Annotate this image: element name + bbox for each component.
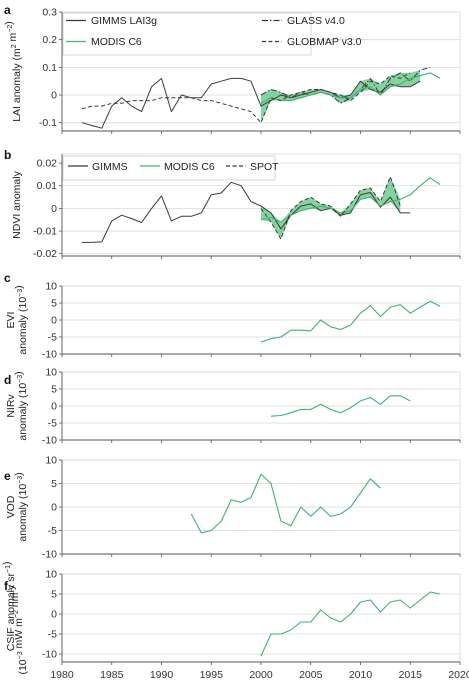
panel-letter-a: a — [4, 3, 11, 17]
y-tick-label: 0 — [51, 315, 57, 327]
panel-d: d -10 -5 0 5 10 NIRv anomaly (10−3) — [4, 367, 461, 447]
x-tick-label: 1985 — [100, 669, 124, 681]
series-line-globmap-v3-0 — [81, 72, 411, 124]
panel-b: b -0.02 -0.01 0 0.01 0.02 NDVI anomaly GIMMS MOD… — [4, 148, 461, 260]
legend-label: GIMMS LAI3g — [91, 15, 157, 27]
uncertainty-band — [261, 70, 421, 123]
y-axis-label: NIRv — [5, 394, 17, 418]
y-axis-label-line2: anomaly (10−3) — [13, 472, 29, 541]
legend-label: MODIS C6 — [164, 161, 215, 173]
y-axis-label: VOD — [5, 495, 17, 518]
series-line-panel-e — [190, 473, 381, 534]
y-tick-label: 0 — [51, 90, 57, 102]
series-line-panel-c — [260, 300, 441, 343]
panel-letter-c: c — [4, 271, 11, 285]
y-tick-label: -10 — [42, 435, 57, 447]
y-tick-label: 0 — [51, 203, 57, 215]
y-tick-label: 5 — [51, 478, 57, 490]
y-tick-label: 0.02 — [37, 158, 58, 170]
y-tick-label: 0.3 — [42, 7, 57, 19]
panel-letter-e: e — [4, 469, 11, 483]
y-axis-label: NDVI anomaly — [11, 170, 23, 238]
y-tick-label: -0.01 — [33, 226, 57, 238]
legend-label: GIMMS — [92, 161, 128, 173]
y-tick-label: 0 — [51, 609, 57, 621]
y-tick-label: 0 — [51, 502, 57, 514]
y-tick-label: 10 — [45, 455, 57, 467]
y-axis-label: LAI anomaly (m2 m−2) — [3, 21, 23, 122]
x-tick-label: 1980 — [50, 669, 74, 681]
series-line-gimms — [81, 181, 411, 243]
y-axis-label-line2: anomaly (10−3) — [13, 371, 29, 440]
y-axis-label-line2: (10−3 mW m−2 nm−1 sr−1) — [1, 561, 29, 674]
series-line-modis-c6 — [260, 72, 441, 104]
series-line-panel-d — [270, 395, 411, 417]
legend-box — [62, 155, 276, 181]
y-tick-label: 0.01 — [37, 180, 58, 192]
y-axis-label-line2: anomaly (10−3) — [13, 285, 29, 354]
y-tick-label: 0.1 — [42, 62, 57, 74]
y-tick-label: -5 — [48, 332, 57, 344]
series-line-glass-v4-0 — [260, 66, 431, 104]
x-tick-label: 2000 — [249, 669, 273, 681]
panel-letter-b: b — [4, 148, 11, 162]
legend-label: GLOBMAP v3.0 — [287, 36, 362, 48]
y-tick-label: -0.02 — [33, 248, 57, 260]
y-tick-label: -10 — [42, 549, 57, 561]
y-tick-label: 5 — [51, 384, 57, 396]
x-tick-label: 1990 — [150, 669, 174, 681]
panel-c: c -10 -5 0 5 10 EVI anomaly (10−3) — [4, 271, 461, 361]
x-tick-label: 1995 — [200, 669, 224, 681]
y-tick-label: -10 — [42, 649, 57, 661]
y-tick-label: 5 — [51, 589, 57, 601]
panel-e: e -10 -5 0 5 10 VOD anomaly (10−3) — [4, 455, 461, 561]
legend-label: MODIS C6 — [91, 36, 142, 48]
panel-a: a -0.1 0 0.1 0.2 0.3 LAI anomaly (m2 m−2) GIMMS… — [3, 3, 461, 134]
y-tick-label: -10 — [42, 349, 57, 361]
y-tick-label: 0 — [51, 401, 57, 413]
legend-label: SPOT — [250, 161, 279, 173]
y-tick-label: 10 — [45, 569, 57, 581]
y-tick-label: -5 — [48, 418, 57, 430]
x-tick-label: 2005 — [299, 669, 323, 681]
y-tick-label: -5 — [48, 525, 57, 537]
panel-f: f -10 -5 0 5 10 CSIF anomaly(10−3 mW m−2 nm−1 … — [1, 561, 461, 675]
series-line-panel-f — [260, 591, 441, 657]
series-line-modis-c6 — [260, 177, 441, 223]
y-tick-label: 0.2 — [42, 34, 57, 46]
y-axis-label: EVI — [5, 312, 17, 329]
x-tick-label: 2010 — [349, 669, 373, 681]
panel-letter-f: f — [4, 579, 9, 593]
y-tick-label: -5 — [48, 629, 57, 641]
panel-letter-d: d — [4, 373, 11, 387]
y-axis-label: CSIF anomaly — [5, 584, 17, 651]
y-tick-label: -0.1 — [39, 117, 57, 129]
y-tick-label: 10 — [45, 367, 57, 379]
series-line-gimms-lai3g — [81, 77, 421, 129]
y-tick-label: 10 — [45, 281, 57, 293]
legend-label: GLASS v4.0 — [287, 15, 345, 27]
legend-box — [62, 12, 312, 56]
x-tick-label: 2020 — [448, 669, 469, 681]
series-line-spot — [260, 176, 401, 240]
y-tick-label: 5 — [51, 298, 57, 310]
x-tick-label: 2015 — [399, 669, 423, 681]
